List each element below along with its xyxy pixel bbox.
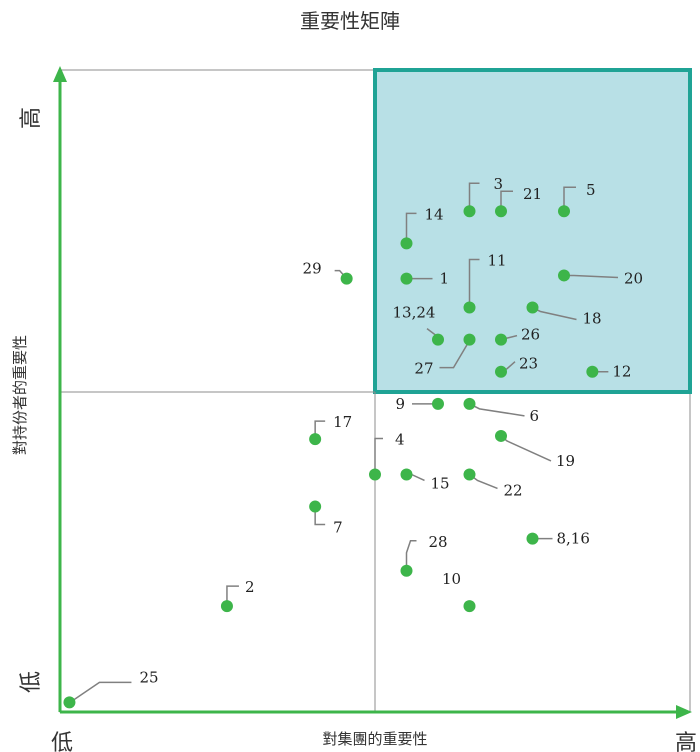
y-axis-arrow — [53, 66, 67, 82]
data-point — [309, 433, 322, 446]
data-point-label: 1 — [440, 270, 450, 288]
data-point — [495, 429, 507, 442]
y-axis-high-label: 高 — [19, 107, 44, 129]
data-point-label: 15 — [431, 474, 450, 492]
data-point — [495, 365, 507, 378]
data-point-label: 4 — [395, 430, 405, 448]
data-point — [463, 468, 476, 481]
data-point-label: 5 — [586, 181, 596, 199]
data-point — [340, 272, 353, 285]
leader-line — [226, 585, 239, 607]
y-axis-low-label: 低 — [19, 671, 44, 693]
leader-line — [374, 437, 383, 475]
leader-line — [69, 681, 132, 704]
data-point — [400, 272, 413, 285]
data-point-label: 29 — [303, 260, 322, 278]
data-point-label: 21 — [523, 185, 542, 203]
data-point — [526, 532, 539, 545]
data-point-label: 25 — [139, 668, 158, 686]
data-point-label: 14 — [425, 205, 444, 223]
leader-line — [563, 186, 576, 212]
data-point — [400, 468, 413, 481]
data-point-label: 19 — [556, 452, 575, 470]
data-point-label: 6 — [530, 407, 540, 425]
data-points-layer: 12345678,16910111213,2414151718192021222… — [63, 175, 643, 709]
data-point — [309, 500, 322, 513]
data-point — [463, 333, 476, 346]
data-point-label: 8,16 — [557, 530, 590, 548]
leader-line — [405, 212, 417, 244]
highlight-quadrant — [373, 68, 692, 394]
data-point-label: 26 — [521, 326, 540, 344]
leader-line — [468, 258, 480, 308]
leader-line — [314, 420, 326, 440]
data-point — [63, 696, 76, 709]
data-point — [400, 564, 413, 577]
data-point — [463, 397, 476, 410]
data-point — [558, 269, 570, 282]
data-point-label: 7 — [333, 519, 343, 537]
data-point — [558, 205, 570, 218]
data-point — [586, 365, 599, 378]
data-point — [495, 333, 507, 346]
leader-line — [468, 182, 480, 212]
data-point — [463, 600, 476, 613]
data-point-label: 27 — [414, 360, 433, 378]
data-point — [220, 600, 233, 613]
data-point — [463, 205, 476, 218]
data-point-label: 3 — [494, 175, 504, 193]
data-point-label: 17 — [333, 413, 352, 431]
leader-line — [500, 435, 552, 462]
x-axis-title: 對集團的重要性 — [322, 730, 427, 748]
data-point-label: 10 — [442, 570, 461, 588]
leader-line — [469, 403, 525, 417]
leader-line — [405, 540, 417, 571]
data-point — [400, 237, 413, 250]
x-axis-low-label: 低 — [51, 731, 73, 752]
data-point-label: 9 — [395, 395, 405, 413]
data-point-label: 23 — [519, 355, 538, 373]
chart-title: 重要性矩陣 — [300, 9, 400, 33]
data-point-label: 12 — [612, 363, 631, 381]
x-axis-arrow — [676, 705, 692, 719]
data-point — [463, 301, 476, 314]
data-point-label: 18 — [583, 310, 602, 328]
data-point — [369, 468, 381, 481]
data-point — [432, 397, 444, 410]
data-point — [432, 333, 444, 346]
data-point-label: 13,24 — [393, 304, 436, 322]
data-point-label: 20 — [624, 269, 643, 287]
data-point — [495, 205, 507, 218]
leader-line — [500, 190, 513, 212]
data-point-label: 2 — [245, 578, 255, 596]
data-point-label: 22 — [504, 481, 523, 499]
data-point-label: 11 — [488, 252, 507, 270]
data-point-label: 28 — [429, 533, 448, 551]
data-point — [526, 301, 539, 314]
x-axis-high-label: 高 — [675, 731, 697, 752]
y-axis-title: 對持份者的重要性 — [11, 335, 29, 455]
